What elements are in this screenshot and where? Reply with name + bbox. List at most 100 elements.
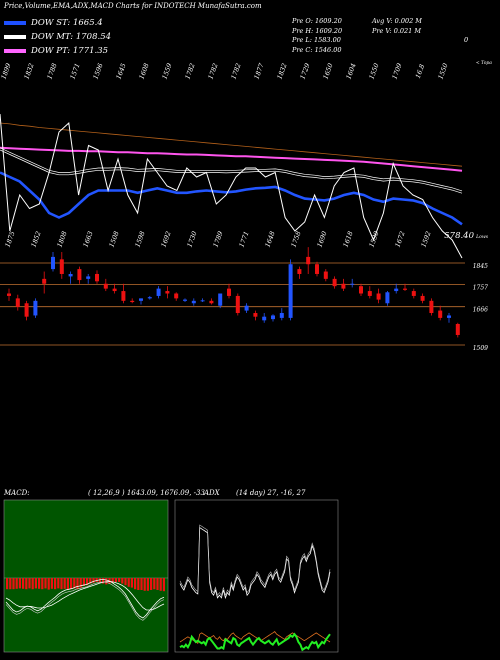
macd-histogram-bar [47, 578, 50, 590]
ema-line-1 [0, 171, 463, 226]
ema-x-label: 1788 [46, 62, 59, 80]
macd-histogram-bar [146, 578, 149, 591]
adx-green-line [179, 632, 331, 652]
adx-label: ADX [203, 489, 221, 497]
ema-x-label: 1645 [115, 62, 128, 80]
price-x-label: 1690 [316, 230, 329, 248]
candle-body [420, 295, 425, 301]
ema-x-label: 1729 [299, 62, 312, 80]
price-x-label: 1663 [82, 230, 95, 248]
legend-label-pt: DOW PT: 1771.35 [31, 46, 109, 56]
candle-body [156, 288, 161, 296]
candle-body [174, 293, 179, 299]
macd-histogram-bar [6, 578, 9, 590]
legend-swatch-pt [4, 48, 26, 53]
macd-histogram-bar [54, 578, 57, 590]
legend-label-mt: DOW MT: 1708.54 [31, 32, 112, 42]
macd-line-shadow [5, 581, 165, 621]
macd-histogram-bar [82, 578, 85, 586]
candle-body [385, 292, 390, 304]
candle-body [253, 313, 258, 317]
macd-histogram-bar [162, 578, 165, 592]
candle-body [95, 273, 99, 282]
macd-histogram-bar [95, 578, 98, 582]
candle-body [86, 276, 91, 279]
candle-body [227, 288, 231, 296]
macd-histogram-bar [111, 578, 114, 583]
candle-body [33, 300, 38, 316]
candle-body [42, 278, 47, 284]
macd-histogram-bar [76, 578, 79, 590]
candle-body [447, 315, 451, 318]
candle-body [147, 297, 152, 299]
candle-body [315, 264, 319, 274]
macd-histogram-bar [34, 578, 37, 589]
macd-histogram-bar [12, 578, 15, 590]
candle-body [438, 310, 443, 318]
ema-x-label: 1650 [322, 62, 335, 80]
legend-swatch-mt [4, 34, 26, 39]
ema-x-label: 1596 [92, 62, 105, 80]
macd-histogram-bar [57, 578, 60, 589]
ema-x-label: 1899 [0, 62, 13, 80]
ema-line-0 [0, 113, 463, 259]
candle-body [367, 291, 372, 296]
candle-body [297, 269, 302, 274]
ema-line-mt2 [0, 147, 463, 192]
candle-body [200, 300, 205, 302]
candle-body [183, 299, 187, 301]
candle-body [359, 286, 363, 294]
macd-histogram-bar [18, 578, 21, 589]
ema-x-label: 1832 [23, 62, 36, 80]
price-x-label: 1771 [238, 230, 251, 248]
candle-body [139, 298, 143, 301]
macd-histogram-bar [73, 578, 76, 589]
candle-body [403, 288, 407, 290]
candle-body [112, 288, 117, 292]
macd-histogram-bar [89, 578, 92, 584]
ema-x-label: 1832 [276, 62, 289, 80]
candle-body [130, 300, 135, 303]
candle-body [455, 324, 460, 335]
candle-body [235, 295, 240, 314]
price-x-label: 1618 [342, 230, 355, 248]
candle-body [394, 288, 399, 292]
macd-histogram-bar [15, 578, 18, 589]
macd-label: MACD: [3, 489, 30, 497]
macd-histogram-bar [124, 578, 127, 586]
macd-histogram-bar [134, 578, 137, 590]
macd-panel-bg [3, 499, 169, 653]
ema-line-mt [0, 149, 463, 194]
candle-body [51, 256, 55, 270]
price-x-label: 1598 [134, 230, 147, 248]
candle-body [68, 273, 73, 277]
candle-body [209, 300, 214, 304]
candle-body [191, 300, 196, 304]
price-x-label: 1648 [264, 230, 277, 248]
legend-swatch-st [4, 20, 26, 25]
price-level-label: 1845 [473, 263, 488, 270]
candle-body [262, 316, 267, 321]
candle-body [165, 291, 170, 294]
macd-histogram-bar [70, 578, 73, 590]
price-x-label: 1808 [56, 230, 69, 248]
price-right-suffix: Lows [475, 234, 489, 240]
ema-x-label: 1782 [230, 62, 243, 80]
candle-body [271, 315, 275, 320]
macd-histogram-bar [9, 578, 12, 590]
candle-body [288, 264, 293, 318]
macd-histogram-bar [156, 578, 159, 590]
ema-x-label: 1782 [184, 62, 197, 80]
macd-line [5, 579, 165, 619]
ema-line-3 [0, 146, 463, 172]
candle-body [429, 300, 434, 314]
price-x-label: 1592 [420, 230, 433, 248]
price-x-label: 1590 [368, 230, 381, 248]
macd-histogram-bar [114, 578, 117, 582]
macd-histogram-bar [153, 578, 156, 590]
price-x-label: 1875 [4, 230, 17, 248]
macd-histogram-bar [79, 578, 82, 588]
legend-dow-pt: DOW PT: 1771.35 [4, 46, 108, 56]
macd-histogram-bar [50, 578, 53, 589]
macd-histogram-bar [86, 578, 89, 586]
